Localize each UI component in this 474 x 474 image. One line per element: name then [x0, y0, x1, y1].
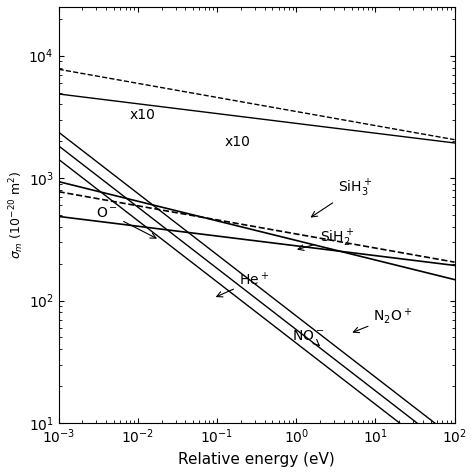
Text: He$^+$: He$^+$: [217, 272, 269, 297]
Text: SiH$_3^+$: SiH$_3^+$: [311, 177, 372, 217]
Text: N$_2$O$^+$: N$_2$O$^+$: [354, 307, 412, 333]
Text: x10: x10: [225, 136, 251, 149]
Text: x10: x10: [130, 108, 156, 122]
Text: O$^-$: O$^-$: [96, 206, 156, 238]
Text: SiH$_2^+$: SiH$_2^+$: [298, 228, 354, 250]
X-axis label: Relative energy (eV): Relative energy (eV): [178, 452, 335, 467]
Y-axis label: $\sigma_m\ (10^{-20}\ \mathrm{m}^2)$: $\sigma_m\ (10^{-20}\ \mathrm{m}^2)$: [7, 171, 26, 259]
Text: NO$^-$: NO$^-$: [292, 329, 325, 346]
